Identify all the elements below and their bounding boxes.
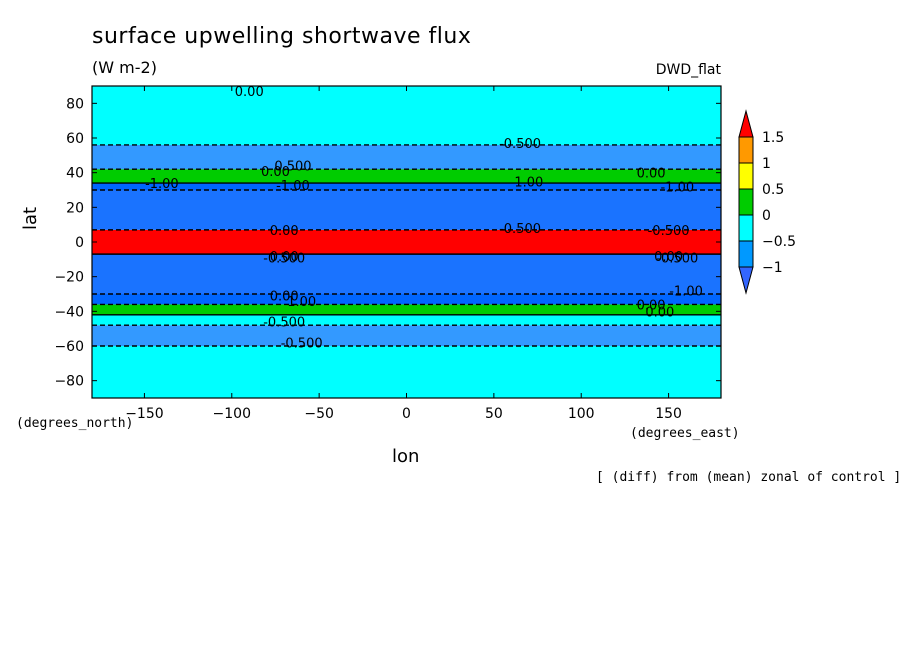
contour-label: 0.00	[645, 305, 674, 320]
y-tick-label: 60	[66, 131, 84, 147]
y-tick-label: −20	[54, 270, 84, 286]
y-tick-label: 40	[66, 166, 84, 182]
field-band-4	[92, 294, 721, 305]
y-tick-label: 80	[66, 96, 84, 112]
colorbar-label: 0.5	[762, 182, 784, 198]
contour-label: 1.00	[287, 295, 316, 310]
field-band-7	[92, 190, 721, 230]
field-band-11	[92, 86, 721, 145]
x-tick-label: 0	[402, 406, 411, 422]
contour-label: 0.00	[654, 250, 683, 265]
contour-label: -1.00	[660, 181, 694, 196]
x-tick-label: −100	[213, 406, 251, 422]
contour-label: -0.500	[263, 316, 305, 331]
colorbar-segment	[738, 188, 754, 216]
contour-label: 0.00	[235, 85, 264, 100]
contour-label: -0.500	[499, 137, 541, 152]
contour-label: 0.00	[270, 290, 299, 305]
x-unit-label: (degrees_east)	[630, 426, 740, 441]
chart-title: surface upwelling shortwave flux	[92, 24, 472, 49]
y-unit-label: (degrees_north)	[16, 416, 134, 431]
contour-label: -0.500	[656, 252, 698, 267]
contour-label: 1.00	[514, 175, 543, 190]
colorbar-label: −0.5	[762, 234, 796, 250]
colorbar-segment	[738, 214, 754, 242]
colorbar-label: −1	[762, 260, 783, 276]
contour-label: -0.500	[263, 252, 305, 267]
colorbar-segment	[738, 136, 754, 164]
field-band-5	[92, 254, 721, 294]
chart-units: (W m-2)	[92, 58, 157, 77]
colorbar-arrow-top	[738, 109, 754, 138]
contour-label: -0.500	[499, 222, 541, 237]
colorbar: 1.5 1 0.5 0 −0.5 −1	[738, 109, 796, 295]
contour-label: -0.500	[648, 224, 690, 239]
contour-label: 0.00	[637, 298, 666, 313]
contour-label: -1.00	[145, 177, 179, 192]
y-tick-label: 20	[66, 200, 84, 216]
x-axis: −150 −100 −50 0 50 100 150	[125, 86, 682, 422]
y-tick-label: 0	[75, 235, 84, 251]
field-band-10	[92, 144, 721, 170]
x-axis-label: lon	[392, 446, 420, 467]
contour-label: 0.00	[270, 250, 299, 265]
field-band-6	[92, 229, 721, 255]
colorbar-segment	[738, 240, 754, 268]
contour-label: -0.500	[281, 337, 323, 352]
contour-label: -1.00	[276, 179, 310, 194]
colorbar-arrow-bottom	[738, 266, 754, 295]
colorbar-label: 1.5	[762, 130, 784, 146]
field-band-2	[92, 314, 721, 326]
contour-label: -1.00	[669, 285, 703, 300]
field-band-0	[92, 346, 721, 398]
contour-label: 0.500	[274, 160, 311, 175]
x-tick-label: 100	[568, 406, 595, 422]
x-tick-label: 50	[485, 406, 503, 422]
contour-label: 0.00	[637, 167, 666, 182]
y-tick-label: −60	[54, 339, 84, 355]
colorbar-label: 1	[762, 156, 771, 172]
x-tick-label: −50	[304, 406, 334, 422]
y-axis: −80 −60 −40 −20 0 20 40 60 80	[54, 96, 721, 390]
colorbar-segment	[738, 162, 754, 190]
contour-label: 0.00	[261, 165, 290, 180]
difference-note: [ (diff) from (mean) zonal of control ]	[596, 470, 902, 485]
y-tick-label: −80	[54, 374, 84, 390]
y-tick-label: −40	[54, 304, 84, 320]
plot-area	[92, 86, 721, 398]
field-band-8	[92, 183, 721, 190]
x-tick-label: 150	[655, 406, 682, 422]
field-band-9	[92, 169, 721, 184]
field-band-1	[92, 325, 721, 346]
colorbar-label: 0	[762, 208, 771, 224]
field-band-3	[92, 304, 721, 315]
model-label: DWD_flat	[655, 62, 721, 78]
x-tick-label: −150	[125, 406, 163, 422]
contour-label: 0.00	[270, 224, 299, 239]
